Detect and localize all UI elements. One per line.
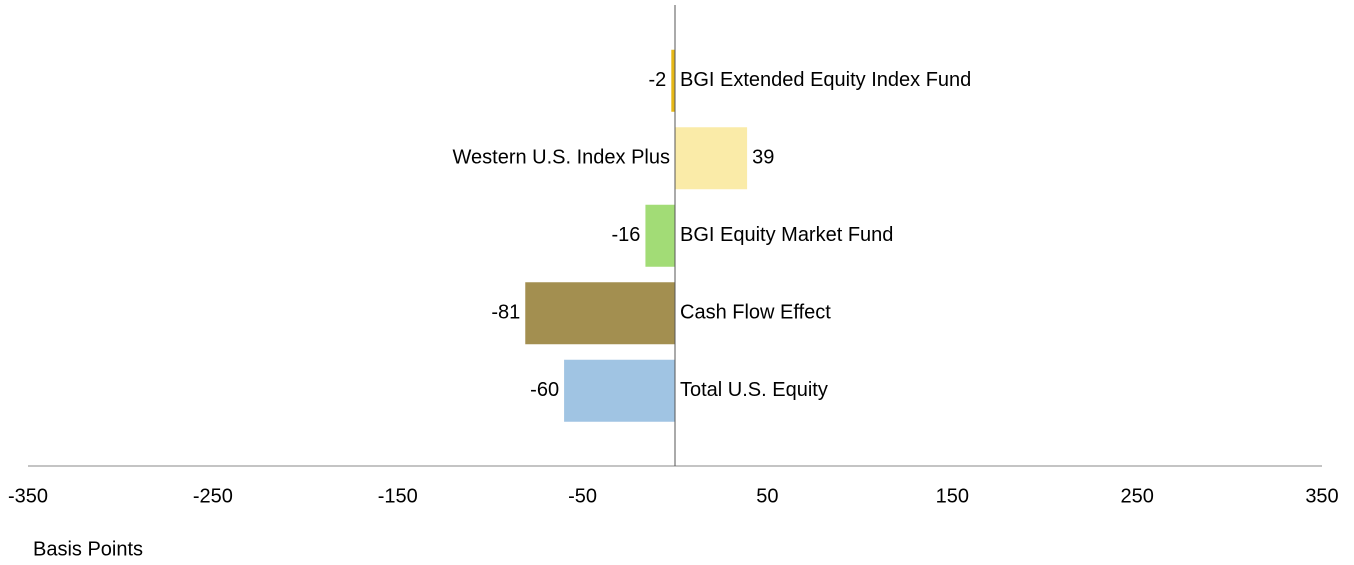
x-tick-label: -250 [193, 485, 233, 507]
x-tick-label: -350 [8, 485, 48, 507]
x-tick-label: 50 [756, 485, 778, 507]
x-axis-label: Basis Points [33, 538, 143, 560]
data-label: -16 [612, 224, 641, 246]
x-tick-label: 150 [936, 485, 969, 507]
x-tick-label: 350 [1305, 485, 1338, 507]
data-label: -60 [530, 379, 559, 401]
bar [675, 127, 748, 190]
category-label: Total U.S. Equity [680, 379, 828, 401]
bar [525, 282, 675, 345]
category-label: BGI Equity Market Fund [680, 224, 893, 246]
x-tick-label: 250 [1120, 485, 1153, 507]
data-label: -2 [649, 69, 667, 91]
bar [671, 49, 675, 112]
x-tick-label: -50 [568, 485, 597, 507]
category-label: Cash Flow Effect [680, 302, 831, 324]
data-label: 39 [752, 147, 774, 169]
bar [645, 204, 675, 267]
category-label: BGI Extended Equity Index Fund [680, 69, 971, 91]
data-label: -81 [491, 302, 520, 324]
x-tick-label: -150 [378, 485, 418, 507]
category-label: Western U.S. Index Plus [453, 147, 671, 169]
bar [564, 359, 675, 422]
